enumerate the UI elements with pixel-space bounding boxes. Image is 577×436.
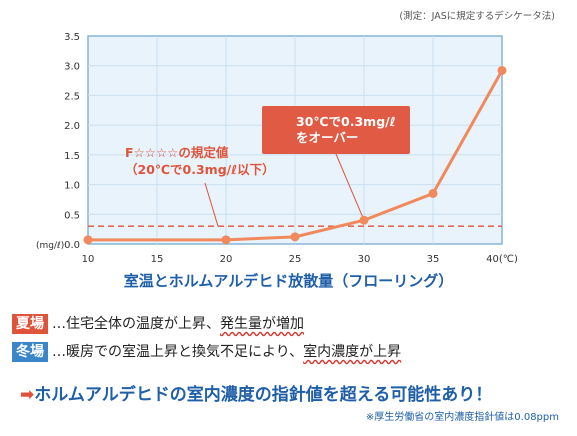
y-tick-labels: 0.0 0.5 1.0 1.5 2.0 2.5 3.0 3.5 [64,32,80,251]
callout-line2: をオーバー [296,130,359,145]
conclusion: ➡ホルムアルデヒドの室内濃度の指針値を超える可能性あり！ [20,380,492,405]
measurement-note: (測定：JASに規定するデシケータ法) [399,11,555,22]
reference-leader-line [204,182,219,227]
callout-box: 30℃で0.3mg/ℓ をオーバー [262,106,410,154]
winter-text: …暖房での室温上昇と換気不足により、 [52,344,304,360]
y-tick-label: 3.5 [64,32,80,43]
reference-label-line1: F☆☆☆☆の規定値 [125,145,229,160]
data-point [221,235,231,245]
winter-row: 冬場 …暖房での室温上昇と換気不足により、室内濃度が上昇 [12,342,401,362]
x-tick-labels: 10 15 20 25 30 35 40(℃) [82,254,518,265]
series-line [88,69,504,242]
callout-line1: 30℃で0.3mg/ℓ [296,114,396,129]
chart-title: 室温とホルムアルデヒド放散量（フローリング） [123,272,454,290]
reference-label: F☆☆☆☆の規定値 （20℃で0.3mg/ℓ以下） [125,144,275,178]
conclusion-text: ホルムアルデヒドの室内濃度の指針値を超える可能性あり！ [34,385,493,405]
x-tick-label: 20 [220,254,233,265]
x-tick-label: 35 [427,254,440,265]
winter-tag: 冬場 [12,342,48,362]
reference-label-line2: （20℃で0.3mg/ℓ以下） [125,162,275,177]
summer-row: 夏場 …住宅全体の温度が上昇、発生量が増加 [12,314,304,334]
y-tick-label: 0.5 [64,210,80,221]
data-point [359,215,369,225]
data-point [83,235,93,245]
y-tick-label: 1.5 [64,151,80,162]
summer-tag: 夏場 [12,314,48,334]
data-point [497,65,507,75]
y-tick-label: 3.0 [64,62,80,73]
y-tick-label: 1.0 [64,181,80,192]
x-tick-label: 15 [151,254,164,265]
callout-leader-line [335,153,365,221]
x-tick-label: 30 [358,254,371,265]
y-tick-label: 0.0 [64,240,80,251]
y-tick-label: 2.5 [64,91,80,102]
grid [88,36,502,244]
data-point [428,188,438,198]
footnote: ※厚生労働省の室内濃度指針値は0.08ppm [365,412,559,423]
winter-highlight: 室内濃度が上昇 [303,344,402,360]
data-point [290,232,300,242]
x-tick-label: 25 [289,254,302,265]
y-tick-label: 2.0 [64,121,80,132]
y-axis-label: (mg/ℓ) [36,241,64,251]
arrow-right-icon: ➡ [20,385,35,405]
x-tick-label: 10 [82,254,95,265]
series-points [83,65,507,245]
summer-text: …住宅全体の温度が上昇、 [52,316,220,332]
x-tick-label: 40(℃) [486,254,518,265]
summer-highlight: 発生量が増加 [220,316,304,332]
